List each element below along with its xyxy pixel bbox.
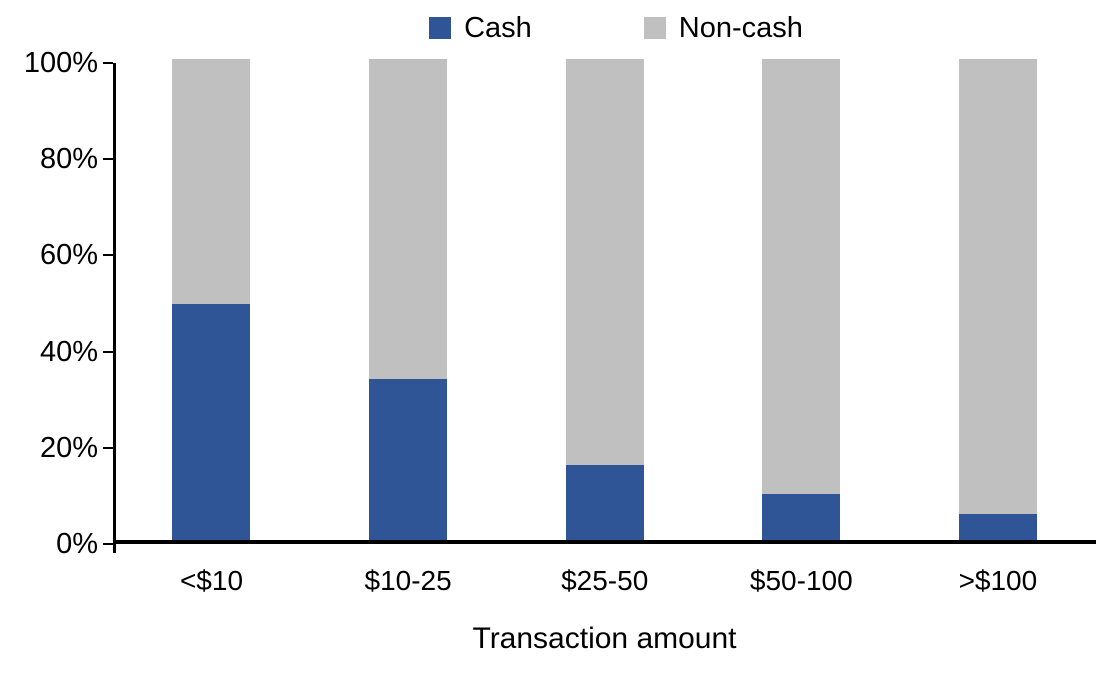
bar-5: [958, 59, 1037, 540]
y-axis-tick-20: [103, 446, 113, 449]
x-axis-title: Transaction amount: [472, 622, 737, 655]
legend-item-noncash: Non-cash: [643, 10, 803, 46]
bar-segment-cash-5: [958, 513, 1037, 540]
legend-item-cash: Cash: [429, 10, 532, 46]
y-axis-tick-80: [103, 158, 113, 161]
bar-segment-cash-1: [172, 304, 251, 540]
x-category-label-1: <$10: [179, 565, 244, 596]
cash-legend-label: Cash: [464, 12, 532, 44]
noncash-legend-swatch-icon: [643, 17, 666, 39]
bar-segment-noncash-1: [172, 59, 251, 305]
y-axis-label-100: 100%: [23, 47, 98, 79]
x-category-label-4: $50-100: [749, 565, 853, 596]
bar-segment-noncash-5: [958, 59, 1037, 514]
x-category-label-2: $10-25: [364, 565, 452, 596]
y-axis-label-80: 80%: [39, 143, 98, 176]
y-axis-tick-40: [103, 350, 113, 353]
plot-area: [113, 59, 1096, 544]
bar-2: [368, 59, 447, 540]
y-axis-label-0: 0%: [56, 528, 98, 560]
bar-3: [565, 59, 644, 540]
y-axis-tick-0: [103, 543, 113, 545]
bar-segment-cash-4: [762, 494, 841, 540]
noncash-legend-label: Non-cash: [678, 12, 803, 44]
bar-4: [762, 59, 841, 540]
bar-segment-noncash-2: [368, 59, 447, 379]
bar-segment-noncash-3: [565, 59, 644, 466]
bar-segment-cash-3: [565, 465, 644, 540]
y-axis-label-40: 40%: [39, 335, 98, 368]
x-category-label-3: $25-50: [561, 565, 649, 596]
y-axis-bottom-tick: [113, 544, 116, 553]
y-axis-label-60: 60%: [39, 239, 98, 272]
y-axis-tick-60: [103, 254, 113, 257]
bar-1: [172, 59, 251, 540]
x-category-label-5: >$100: [958, 565, 1038, 596]
y-axis-tick-100: [103, 62, 113, 64]
y-axis-label-20: 20%: [39, 431, 98, 464]
chart-legend: Cash Non-cash: [0, 10, 1102, 46]
bar-segment-noncash-4: [762, 59, 841, 495]
cash-legend-swatch-icon: [429, 17, 452, 39]
bar-segment-cash-2: [368, 378, 447, 540]
